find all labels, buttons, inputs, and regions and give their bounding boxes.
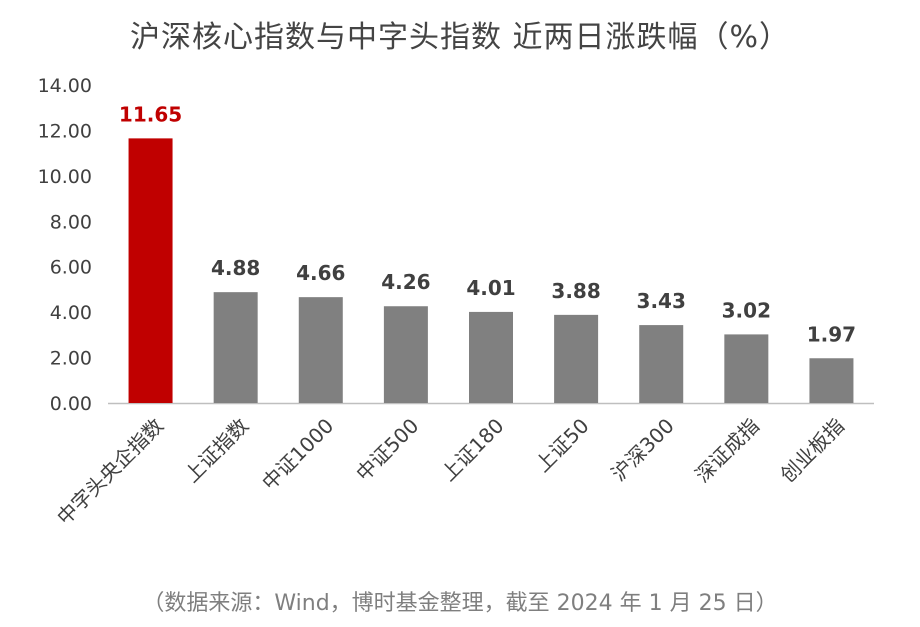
bars-group [128,138,854,403]
bar-value-label: 11.65 [119,102,182,126]
bar-value-label: 3.43 [637,289,686,313]
y-tick-label: 14.00 [38,75,92,97]
y-tick-label: 10.00 [38,166,92,188]
category-label: 深证成指 [690,414,764,488]
bar [213,292,258,403]
bar-value-label: 4.01 [466,276,515,300]
category-label: 上证指数 [180,414,254,488]
bar [128,138,173,403]
bar [809,358,854,403]
y-tick-label: 6.00 [50,257,92,279]
bar-value-label: 4.88 [211,256,260,280]
bar [724,334,769,403]
chart-title: 沪深核心指数与中字头指数 近两日涨跌幅（%） [129,20,791,55]
y-axis-tick-labels: 0.00 2.00 4.00 6.00 8.00 10.00 12.00 14.00 [38,75,92,415]
y-tick-label: 8.00 [50,211,92,233]
y-tick-label: 0.00 [50,393,92,415]
y-tick-label: 2.00 [50,348,92,370]
category-label: 中证1000 [257,414,338,495]
bar-value-label: 1.97 [807,322,856,346]
y-tick-label: 12.00 [38,120,92,142]
category-label: 上证180 [436,414,508,486]
category-label: 上证50 [530,414,593,477]
bar-value-label: 3.02 [722,298,771,322]
bar-value-label: 4.66 [296,261,345,285]
category-labels-group: 中字头央企指数 上证指数 中证1000 中证500 上证180 上证50 沪深300 深证成指… [52,414,849,530]
category-label: 中证500 [351,414,423,486]
bar [554,314,599,403]
y-tick-label: 4.00 [50,302,92,324]
source-note: （数据来源：Wind，博时基金整理，截至 2024 年 1 月 25 日） [142,591,778,616]
bar-value-label: 3.88 [551,279,600,303]
bar-value-label: 4.26 [381,270,430,294]
bar [383,306,428,403]
category-label: 创业板指 [775,414,849,488]
category-label: 中字头央企指数 [52,414,168,530]
bar [469,311,513,403]
bar [298,297,343,403]
bar [639,325,684,403]
category-label: 沪深300 [607,414,679,486]
value-labels-group: 11.65 4.88 4.66 4.26 4.01 3.88 3.43 3.02 1.97 [119,102,856,346]
